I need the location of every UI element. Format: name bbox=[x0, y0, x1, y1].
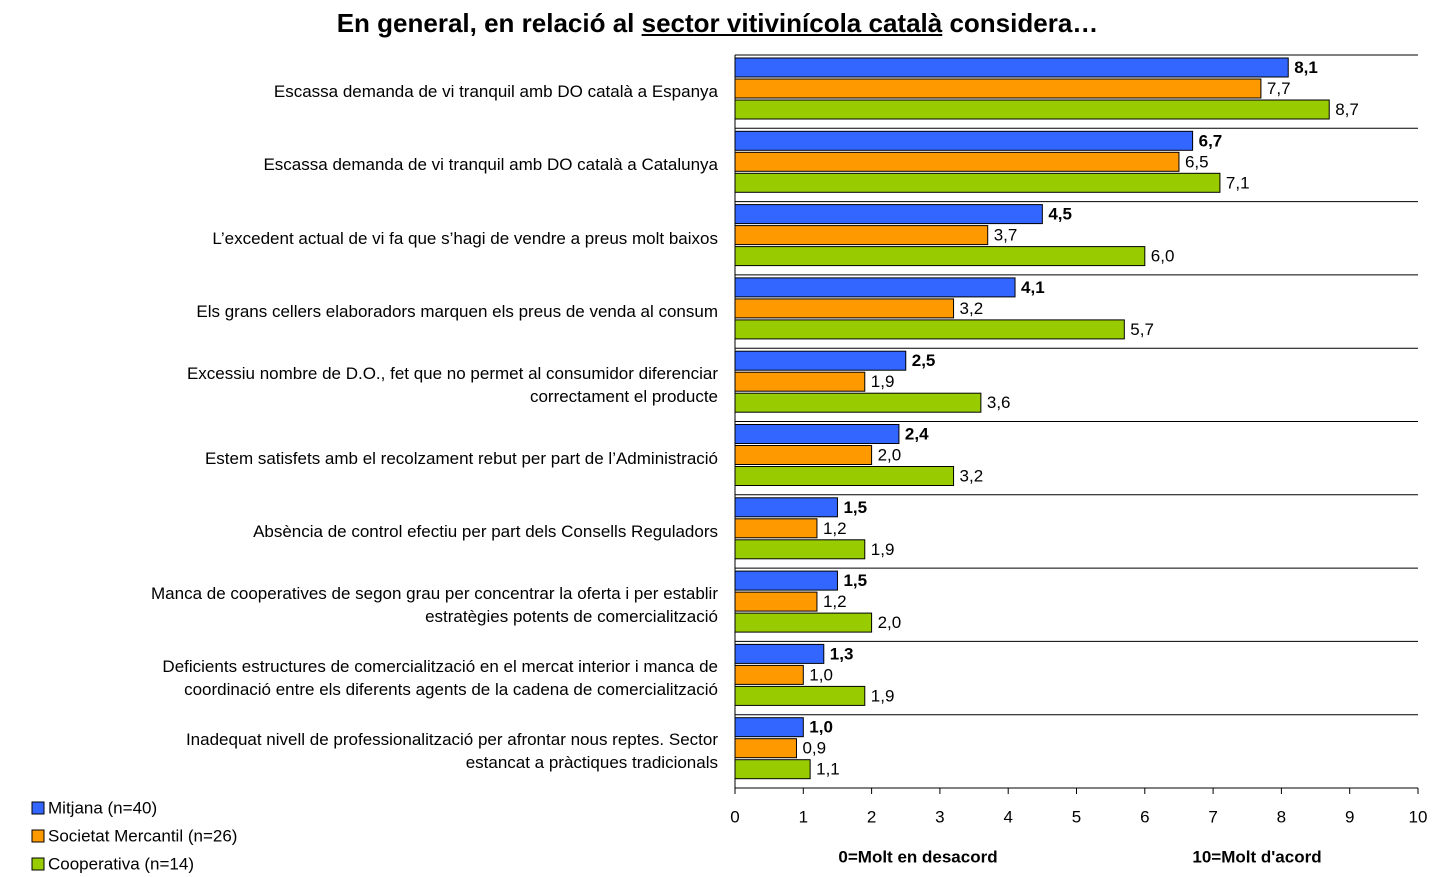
x-tick-label: 7 bbox=[1208, 807, 1217, 826]
x-tick-label: 10 bbox=[1409, 807, 1428, 826]
value-label: 1,9 bbox=[871, 540, 895, 559]
value-label: 6,0 bbox=[1151, 247, 1175, 266]
value-label: 7,1 bbox=[1226, 173, 1250, 192]
bar bbox=[734, 99, 1330, 120]
value-label: 3,7 bbox=[994, 226, 1018, 245]
legend-swatch bbox=[31, 857, 45, 871]
bar bbox=[734, 151, 1180, 172]
x-tick-label: 3 bbox=[935, 807, 944, 826]
bar bbox=[734, 466, 955, 486]
value-label: 1,2 bbox=[823, 592, 847, 611]
value-label: 0,9 bbox=[802, 739, 826, 758]
x-tick-label: 6 bbox=[1140, 807, 1149, 826]
bar bbox=[734, 759, 811, 780]
bar bbox=[734, 78, 1262, 99]
bar bbox=[734, 664, 804, 685]
chart-title: En general, en relació al sector vitivin… bbox=[0, 8, 1435, 39]
bar bbox=[734, 612, 873, 633]
bar bbox=[734, 246, 1146, 267]
bar bbox=[734, 445, 873, 465]
x-tick-label: 0 bbox=[730, 807, 739, 826]
value-label: 2,0 bbox=[878, 445, 902, 464]
category-label: Absència de control efectiu per part del… bbox=[253, 521, 718, 541]
value-label: 5,7 bbox=[1130, 320, 1154, 339]
value-label: 3,2 bbox=[960, 299, 984, 318]
bar bbox=[734, 392, 982, 413]
bar bbox=[734, 717, 804, 738]
value-label: 1,0 bbox=[809, 718, 833, 737]
value-label: 2,5 bbox=[912, 351, 936, 370]
value-label: 1,5 bbox=[843, 571, 867, 590]
value-label: 1,3 bbox=[830, 644, 854, 663]
x-label-left: 0=Molt en desacord bbox=[838, 847, 997, 866]
category-label: Estem satisfets amb el recolzament rebut… bbox=[204, 448, 718, 468]
bar bbox=[734, 319, 1125, 340]
bar bbox=[734, 685, 866, 706]
value-label: 1,2 bbox=[823, 519, 847, 538]
legend-swatch bbox=[31, 801, 45, 815]
bar bbox=[734, 371, 866, 392]
bar bbox=[734, 350, 907, 371]
value-label: 1,0 bbox=[809, 665, 833, 684]
x-tick-label: 1 bbox=[799, 807, 808, 826]
bar bbox=[734, 591, 818, 612]
value-label: 1,9 bbox=[871, 372, 895, 391]
bar bbox=[734, 172, 1221, 193]
bar bbox=[734, 298, 955, 319]
value-label: 7,7 bbox=[1267, 79, 1291, 98]
value-label: 2,4 bbox=[905, 424, 929, 443]
x-tick-label: 9 bbox=[1345, 807, 1354, 826]
value-label: 8,1 bbox=[1294, 58, 1318, 77]
value-label: 1,9 bbox=[871, 686, 895, 705]
legend-label: Cooperativa (n=14) bbox=[48, 854, 194, 873]
x-tick-label: 2 bbox=[867, 807, 876, 826]
category-label: L’excedent actual de vi fa que s’hagi de… bbox=[212, 228, 718, 248]
value-label: 2,0 bbox=[878, 613, 902, 632]
bar bbox=[734, 643, 825, 664]
bar bbox=[734, 57, 1289, 78]
x-tick-label: 4 bbox=[1003, 807, 1012, 826]
bar bbox=[734, 277, 1016, 298]
category-label: Escassa demanda de vi tranquil amb DO ca… bbox=[263, 155, 718, 175]
value-label: 6,7 bbox=[1199, 131, 1223, 150]
title-underlined: sector vitivinícola català bbox=[641, 8, 943, 38]
value-label: 4,5 bbox=[1048, 205, 1072, 224]
bar bbox=[734, 539, 866, 560]
category-label: Manca de cooperatives de segon grau per … bbox=[151, 583, 718, 626]
bar bbox=[734, 570, 838, 591]
category-label: Excessiu nombre de D.O., fet que no perm… bbox=[186, 363, 718, 406]
title-start: En general, en relació al bbox=[336, 8, 635, 38]
category-label: Escassa demanda de vi tranquil amb DO ca… bbox=[273, 82, 718, 102]
category-label: Els grans cellers elaboradors marquen el… bbox=[196, 302, 718, 322]
value-label: 6,5 bbox=[1185, 152, 1209, 171]
bar bbox=[734, 130, 1194, 151]
legend-label: Societat Mercantil (n=26) bbox=[48, 826, 237, 845]
category-label: Deficients estructures de comercialitzac… bbox=[162, 657, 718, 700]
x-tick-label: 5 bbox=[1072, 807, 1081, 826]
value-label: 4,1 bbox=[1021, 278, 1045, 297]
legend-swatch bbox=[31, 829, 45, 843]
bar bbox=[734, 424, 900, 444]
value-label: 8,7 bbox=[1335, 100, 1359, 119]
legend-label: Mitjana (n=40) bbox=[48, 798, 157, 817]
bar bbox=[734, 518, 818, 539]
x-tick-label: 8 bbox=[1277, 807, 1286, 826]
bar bbox=[734, 225, 989, 246]
category-label: Inadequat nivell de professionalització … bbox=[185, 730, 718, 773]
x-label-right: 10=Molt d'acord bbox=[1192, 847, 1321, 866]
bar bbox=[734, 497, 838, 518]
value-label: 3,2 bbox=[960, 466, 984, 485]
title-end: considera… bbox=[949, 8, 1099, 38]
value-label: 1,5 bbox=[843, 498, 867, 517]
value-label: 3,6 bbox=[987, 393, 1011, 412]
bar bbox=[734, 738, 797, 759]
bar bbox=[734, 204, 1043, 225]
value-label: 1,1 bbox=[816, 760, 840, 779]
